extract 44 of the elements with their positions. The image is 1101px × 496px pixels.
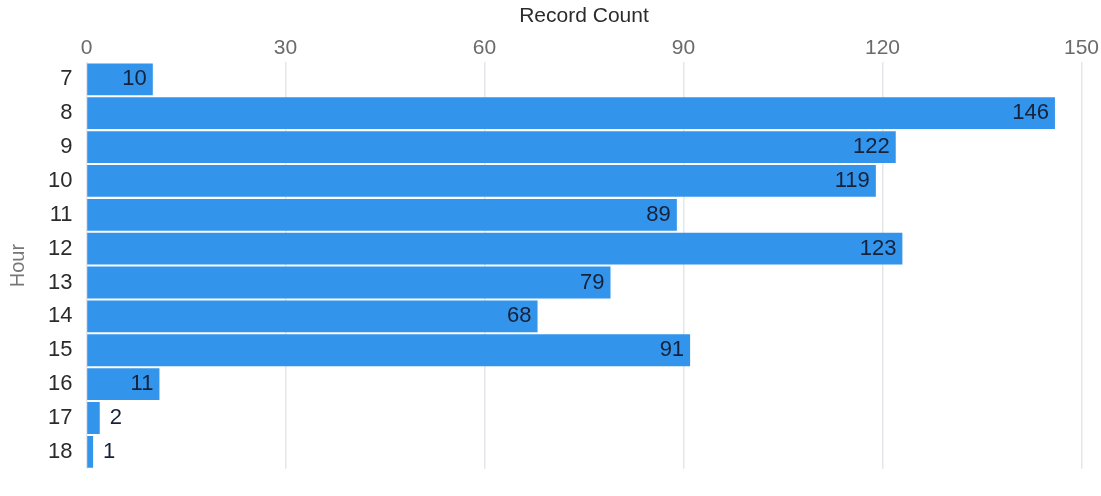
x-tick-label: 120: [864, 34, 900, 58]
x-tick-label: 0: [80, 34, 93, 58]
data-label: 122: [853, 133, 890, 159]
bar: [87, 131, 896, 163]
x-tick-label: 150: [1063, 34, 1099, 58]
bar: [87, 368, 160, 401]
y-tick-label: 9: [60, 133, 73, 159]
data-label: 119: [834, 167, 870, 192]
bar: [87, 300, 538, 333]
data-label: 11: [130, 370, 154, 396]
x-tick-label: 30: [273, 34, 298, 58]
bar: [87, 402, 100, 434]
y-tick-label: 10: [47, 167, 73, 192]
y-tick-label: 11: [49, 200, 73, 226]
x-tick-label: 60: [472, 34, 497, 58]
y-tick-label: 15: [47, 336, 73, 362]
y-tick-label: 7: [60, 65, 73, 91]
data-label: 89: [646, 200, 671, 226]
bar: [87, 198, 677, 231]
x-axis-title: Record Count: [519, 3, 649, 27]
data-label: 146: [1012, 99, 1049, 125]
y-tick-label: 8: [60, 99, 73, 125]
y-tick-label: 13: [47, 268, 73, 294]
data-label: 2: [109, 404, 122, 430]
bar: [87, 435, 94, 468]
data-label: 123: [859, 234, 897, 260]
data-label: 68: [507, 302, 532, 328]
bar: [87, 63, 153, 96]
bar: [87, 266, 611, 299]
y-tick-label: 16: [47, 370, 73, 396]
bar: [87, 165, 876, 197]
data-label: 79: [580, 268, 605, 294]
data-label: 91: [659, 336, 685, 362]
y-tick-label: 12: [47, 234, 73, 260]
data-label: 10: [122, 65, 147, 91]
bar: [87, 232, 903, 265]
y-tick-label: 17: [47, 404, 73, 430]
y-tick-label: 18: [47, 437, 73, 463]
x-tick-label: 90: [671, 34, 696, 58]
data-label: 1: [103, 437, 116, 463]
y-axis-title: Hour: [5, 243, 28, 288]
bar: [87, 97, 1055, 130]
bar: [87, 334, 691, 367]
y-tick-label: 14: [47, 302, 73, 328]
